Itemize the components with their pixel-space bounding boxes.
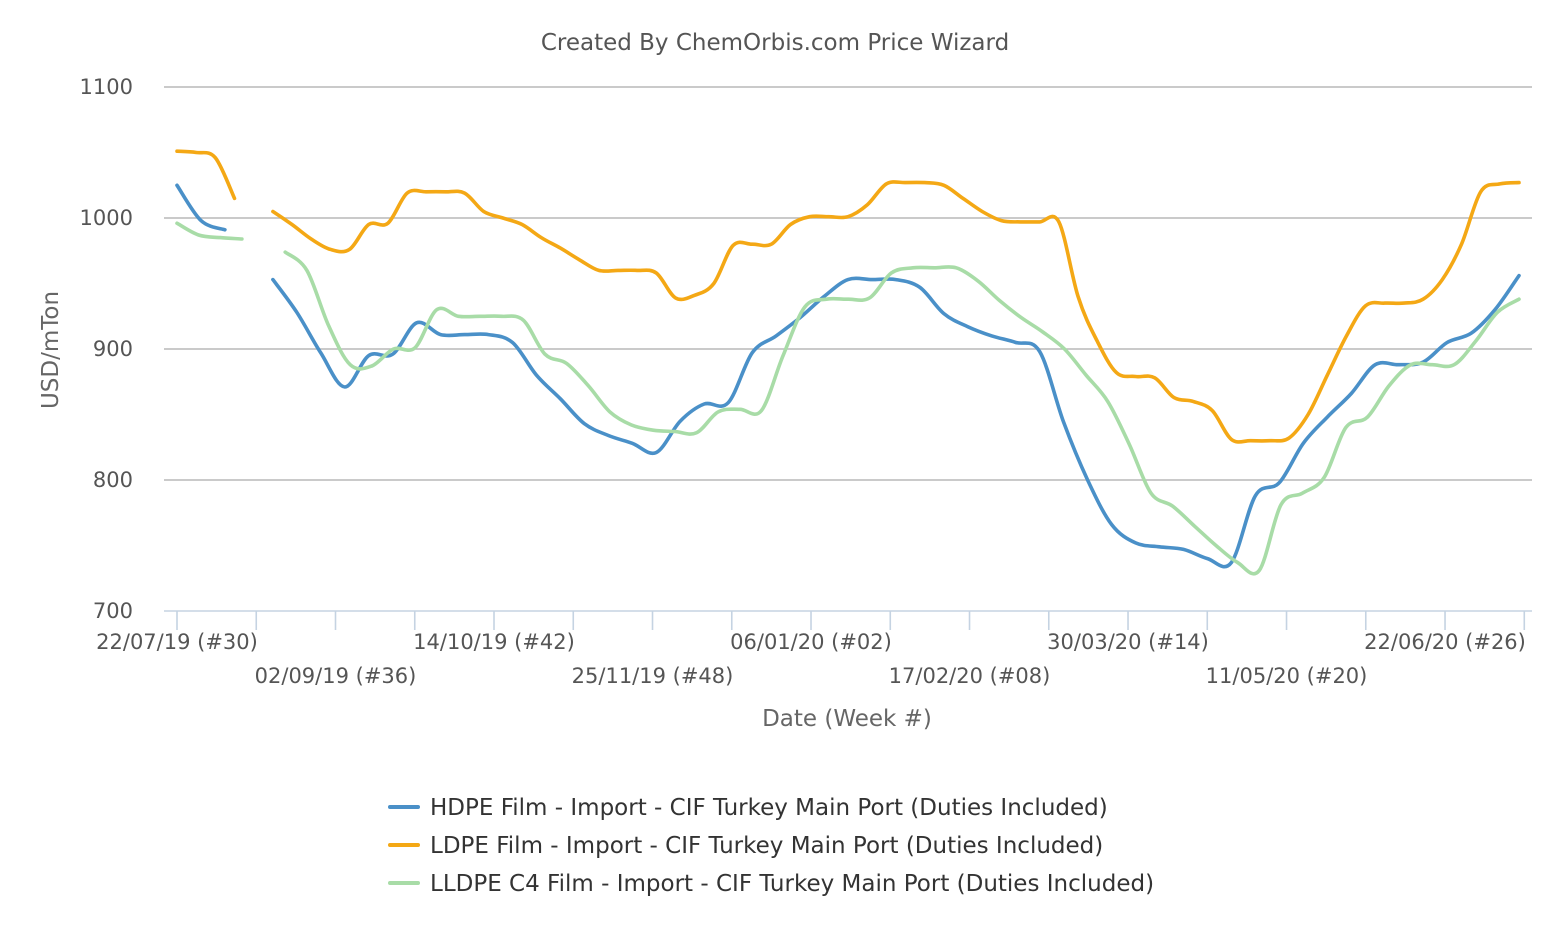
series-line-0: [175, 183, 227, 232]
y-tick-label: 1000: [80, 206, 133, 230]
series-line-2: [175, 221, 244, 241]
series-line-0: [271, 273, 1521, 569]
gridlines: [164, 86, 1532, 481]
y-axis-title: USD/mTon: [38, 291, 64, 409]
y-tick-label: 1100: [80, 75, 133, 99]
series-line-1: [271, 180, 1521, 444]
x-axis-title: Date (Week #): [762, 706, 932, 732]
x-tick-label: 30/03/20 (#14): [1047, 630, 1209, 654]
y-axis-ticks: 700 800 900 1000 1100: [80, 75, 133, 623]
x-tick-label: 02/09/19 (#36): [255, 664, 417, 688]
x-tick-label: 17/02/20 (#08): [889, 664, 1051, 688]
legend-item[interactable]: LLDPE C4 Film - Import - CIF Turkey Main…: [430, 871, 1154, 897]
x-tick-label: 25/11/19 (#48): [572, 664, 734, 688]
y-tick-label: 800: [93, 468, 133, 492]
chart-title: Created By ChemOrbis.com Price Wizard: [541, 30, 1009, 56]
series-line-1: [175, 149, 237, 201]
series-lines: [175, 149, 1521, 576]
x-axis: 22/07/19 (#30) 02/09/19 (#36) 14/10/19 (#4…: [96, 610, 1532, 688]
legend-item[interactable]: HDPE Film - Import - CIF Turkey Main Por…: [430, 795, 1108, 821]
legend: HDPE Film - Import - CIF Turkey Main Por…: [388, 795, 1154, 897]
x-tick-label: 11/05/20 (#20): [1206, 664, 1368, 688]
x-tick-label: 06/01/20 (#02): [730, 630, 892, 654]
y-tick-label: 700: [93, 599, 133, 623]
x-tick-label: 22/06/20 (#26): [1364, 630, 1526, 654]
y-tick-label: 900: [93, 337, 133, 361]
legend-item[interactable]: LDPE Film - Import - CIF Turkey Main Por…: [430, 833, 1103, 859]
series-line-2: [283, 250, 1521, 576]
x-tick-label: 14/10/19 (#42): [413, 630, 575, 654]
x-tick-label: 22/07/19 (#30): [96, 630, 258, 654]
